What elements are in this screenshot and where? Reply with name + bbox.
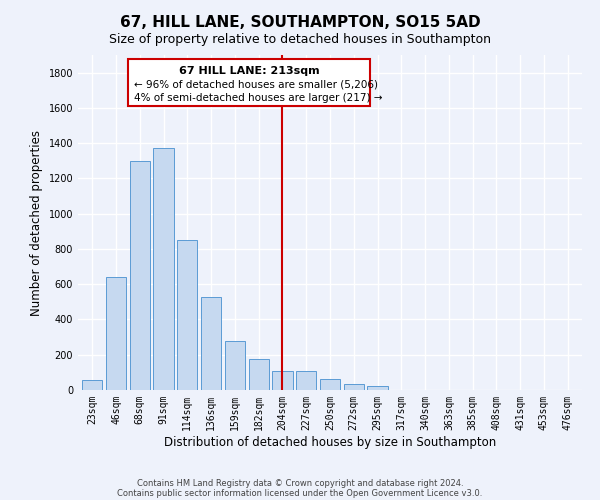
Bar: [201, 298, 221, 390]
Text: ← 96% of detached houses are smaller (5,206): ← 96% of detached houses are smaller (5,…: [134, 80, 378, 90]
Text: 4% of semi-detached houses are larger (217) →: 4% of semi-detached houses are larger (2…: [134, 93, 382, 103]
Bar: [225, 340, 245, 390]
Bar: [367, 386, 388, 390]
FancyBboxPatch shape: [128, 58, 370, 106]
Y-axis label: Number of detached properties: Number of detached properties: [30, 130, 43, 316]
Text: Contains HM Land Registry data © Crown copyright and database right 2024.: Contains HM Land Registry data © Crown c…: [137, 478, 463, 488]
Bar: [344, 384, 364, 390]
Bar: [106, 277, 126, 390]
Bar: [82, 380, 103, 390]
Bar: [130, 161, 150, 390]
Text: 67 HILL LANE: 213sqm: 67 HILL LANE: 213sqm: [179, 66, 319, 76]
Text: 67, HILL LANE, SOUTHAMPTON, SO15 5AD: 67, HILL LANE, SOUTHAMPTON, SO15 5AD: [119, 15, 481, 30]
Bar: [177, 240, 197, 390]
Bar: [296, 372, 316, 390]
Bar: [272, 370, 293, 390]
Text: Contains public sector information licensed under the Open Government Licence v3: Contains public sector information licen…: [118, 488, 482, 498]
Text: Size of property relative to detached houses in Southampton: Size of property relative to detached ho…: [109, 32, 491, 46]
Bar: [320, 378, 340, 390]
Bar: [248, 359, 269, 390]
Bar: [154, 148, 173, 390]
X-axis label: Distribution of detached houses by size in Southampton: Distribution of detached houses by size …: [164, 436, 496, 448]
